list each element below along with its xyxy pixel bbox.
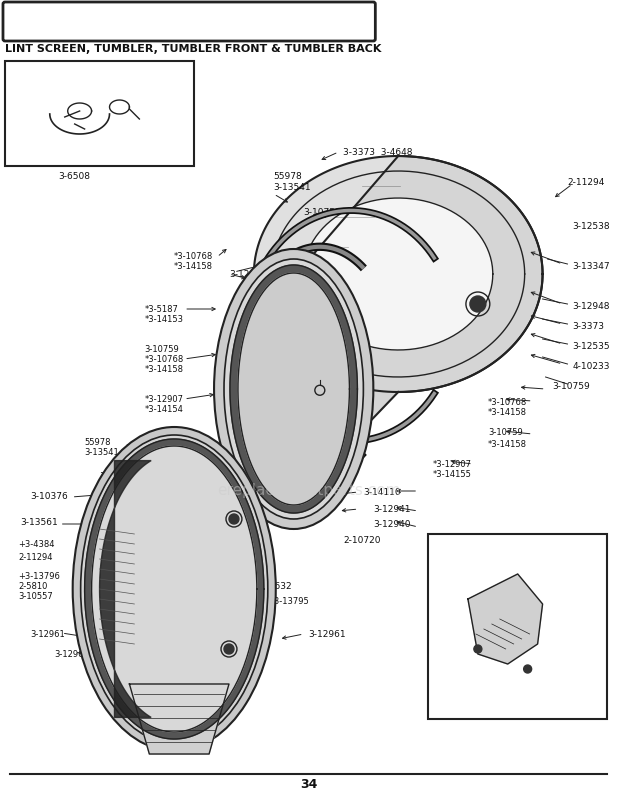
Polygon shape: [304, 199, 493, 350]
Text: *3-12907: *3-12907: [144, 394, 184, 404]
Text: *3-4810: *3-4810: [468, 704, 502, 713]
Text: 3-12538: 3-12538: [572, 221, 610, 230]
Text: 34: 34: [300, 777, 317, 790]
Text: 3-14110: 3-14110: [363, 487, 401, 496]
Ellipse shape: [214, 250, 373, 530]
Circle shape: [524, 665, 531, 673]
Ellipse shape: [105, 460, 244, 719]
Text: 2-11294: 2-11294: [18, 552, 53, 561]
Text: *3-10768: *3-10768: [144, 354, 184, 363]
Ellipse shape: [262, 298, 326, 482]
Text: *3-12907: *3-12907: [433, 460, 472, 469]
Ellipse shape: [252, 288, 335, 491]
Text: 2-10720→: 2-10720→: [8, 128, 50, 137]
Text: 3-10557: 3-10557: [18, 591, 53, 600]
Text: 3-12961: 3-12961: [30, 629, 64, 638]
Text: 2 used: 2 used: [538, 547, 566, 556]
Text: +3-4384: +3-4384: [18, 539, 55, 548]
Text: 2 used: 2 used: [538, 691, 566, 700]
Polygon shape: [230, 266, 357, 513]
Circle shape: [229, 514, 239, 525]
Text: +3-13796: +3-13796: [18, 571, 60, 581]
Text: 3-10759: 3-10759: [488, 427, 523, 436]
Text: 3-13541: 3-13541: [274, 182, 311, 191]
Text: 3-13796: 3-13796: [438, 547, 473, 556]
Circle shape: [470, 297, 486, 312]
Text: 2-10720: 2-10720: [120, 65, 154, 74]
Text: 3-10759: 3-10759: [144, 345, 179, 354]
Text: *3-14158: *3-14158: [488, 407, 527, 417]
Polygon shape: [92, 446, 257, 732]
Ellipse shape: [125, 479, 224, 699]
Ellipse shape: [81, 436, 268, 743]
Text: *3-14155: *3-14155: [433, 470, 472, 478]
Text: 4-10233: 4-10233: [572, 362, 610, 371]
Text: *3-14158: *3-14158: [144, 365, 184, 374]
Text: +3-13795: +3-13795: [267, 596, 309, 605]
Ellipse shape: [115, 470, 234, 709]
Text: 3-13795: 3-13795: [538, 560, 572, 569]
Polygon shape: [294, 157, 542, 501]
Text: *3-14153: *3-14153: [144, 315, 184, 324]
Text: 3-12948: 3-12948: [572, 302, 610, 311]
Text: 3-12961: 3-12961: [498, 679, 533, 689]
Text: 3-12941: 3-12941: [373, 504, 411, 513]
Ellipse shape: [89, 444, 260, 735]
Ellipse shape: [95, 449, 254, 729]
Text: 3-12959: 3-12959: [229, 270, 267, 279]
Text: 3-12941: 3-12941: [35, 78, 69, 87]
Bar: [428, 534, 608, 719]
Text: 3-13347: 3-13347: [572, 262, 610, 271]
Text: 3-3373  3-4648: 3-3373 3-4648: [343, 148, 413, 157]
Bar: [5, 62, 194, 167]
Text: 2-10720: 2-10720: [343, 535, 381, 544]
Polygon shape: [254, 157, 542, 393]
Text: 55978: 55978: [274, 172, 303, 181]
Text: *3-14158: *3-14158: [488, 440, 527, 448]
Ellipse shape: [234, 270, 353, 509]
Polygon shape: [468, 574, 542, 664]
Polygon shape: [130, 684, 229, 754]
Text: 3-12961: 3-12961: [309, 629, 346, 638]
Text: 3-10632: 3-10632: [254, 581, 291, 590]
Text: *3-5187: *3-5187: [144, 305, 178, 314]
Text: *3-14154: *3-14154: [144, 405, 184, 414]
Text: 3-10759: 3-10759: [304, 208, 342, 217]
Text: 3-13541: 3-13541: [84, 448, 120, 457]
Text: 3-12964: 3-12964: [433, 679, 468, 689]
Text: 3-12940: 3-12940: [373, 519, 411, 528]
Text: 3-3815: 3-3815: [100, 471, 131, 480]
Circle shape: [474, 646, 482, 653]
Text: 3-12964: 3-12964: [55, 649, 89, 659]
Text: 3-4810: 3-4810: [94, 672, 125, 680]
Text: *3-14158: *3-14158: [174, 262, 213, 271]
Text: 2-5810: 2-5810: [18, 581, 47, 590]
Text: *3-10768: *3-10768: [488, 397, 527, 406]
Polygon shape: [100, 461, 151, 718]
Text: 3-10759: 3-10759: [552, 381, 590, 391]
Text: 3-10376: 3-10376: [30, 491, 68, 500]
Text: 3-3373: 3-3373: [572, 322, 604, 331]
Text: *3-10768: *3-10768: [174, 251, 213, 260]
Ellipse shape: [242, 277, 345, 501]
Text: DE-DG18CA-CM-CS-CT: DE-DG18CA-CM-CS-CT: [10, 8, 164, 21]
Text: 3-13561: 3-13561: [20, 517, 58, 526]
Text: 3-12535: 3-12535: [572, 341, 610, 350]
Polygon shape: [238, 273, 350, 505]
Text: LINT SCREEN, TUMBLER, TUMBLER FRONT & TUMBLER BACK: LINT SCREEN, TUMBLER, TUMBLER FRONT & TU…: [5, 44, 381, 54]
Ellipse shape: [73, 427, 276, 751]
FancyBboxPatch shape: [3, 3, 375, 42]
Circle shape: [224, 644, 234, 654]
Ellipse shape: [224, 260, 363, 519]
Text: 55978: 55978: [84, 437, 111, 446]
Polygon shape: [85, 440, 264, 739]
Text: ereplacementparts.com: ereplacementparts.com: [217, 482, 401, 497]
Text: 3-6508: 3-6508: [59, 172, 91, 181]
Text: 2-11294: 2-11294: [567, 178, 605, 187]
Text: 3-12940: 3-12940: [84, 152, 119, 161]
